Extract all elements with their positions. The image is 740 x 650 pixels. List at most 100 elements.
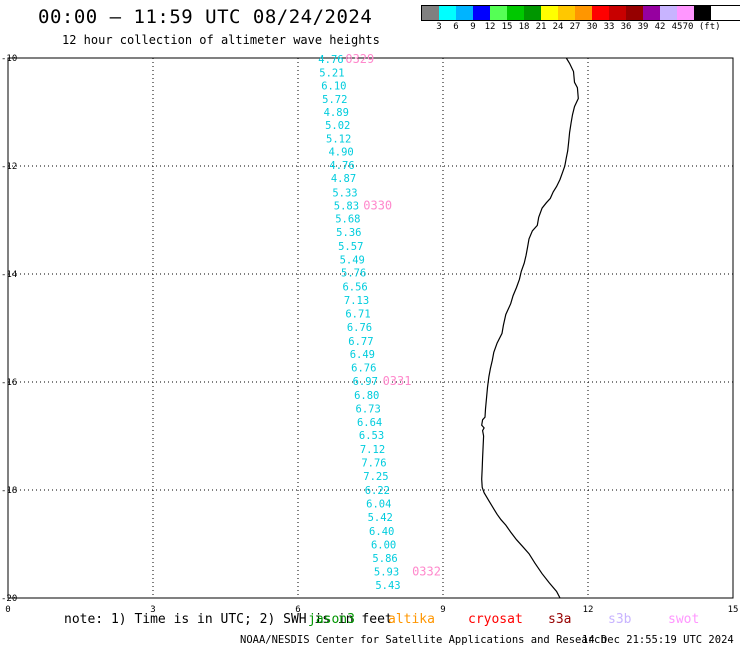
x-tick-label: 9 <box>440 605 445 615</box>
x-tick-label: 0 <box>5 605 10 615</box>
legend-tick-label: 36 <box>620 22 632 32</box>
x-tick-label: 15 <box>728 605 739 615</box>
y-tick-label: -20 <box>1 594 17 604</box>
pass-time-label: 0332 <box>412 565 441 579</box>
wave-height-value: 4.89 <box>324 107 349 119</box>
legend-swatch <box>592 6 609 20</box>
credit-line: NOAA/NESDIS Center for Satellite Applica… <box>240 634 607 646</box>
legend-swatch <box>507 6 524 20</box>
coastline <box>481 57 579 599</box>
pass-time-labels: 0329 0330 0331 0332 <box>345 52 441 578</box>
legend-tick-label: 24 <box>552 22 564 32</box>
legend-tick-label: 9 <box>470 22 476 32</box>
chart-title: 00:00 – 11:59 UTC 08/24/2024 <box>38 6 373 28</box>
wave-height-value: 6.53 <box>359 430 384 442</box>
legend-swatch <box>677 6 694 20</box>
legend-color-bar <box>421 5 740 21</box>
y-tick-label: -14 <box>1 270 17 280</box>
wave-height-value: 5.72 <box>322 94 347 106</box>
legend-tick-labels: 3 6 9 12 15 18 21 24 27 30 33 36 39 42 45 70 (ft) <box>421 21 740 35</box>
wave-height-value: 6.04 <box>366 499 391 511</box>
satellite-label-jason3: jason3 <box>308 612 355 627</box>
wave-height-value: 6.10 <box>321 81 346 93</box>
wave-height-value: 5.36 <box>336 227 361 239</box>
legend-swatch <box>558 6 575 20</box>
wave-height-value: 6.71 <box>345 308 370 320</box>
wave-height-value: 4.76 <box>329 160 354 172</box>
legend-swatch <box>439 6 456 20</box>
legend-tick-label: 3 <box>436 22 442 32</box>
chart-subtitle: 12 hour collection of altimeter wave hei… <box>62 33 380 47</box>
legend-tick-label: 42 <box>654 22 666 32</box>
wave-height-value: 4.76 <box>318 54 343 66</box>
legend-swatch <box>694 6 711 20</box>
y-tick-label: -18 <box>1 486 17 496</box>
x-tick-label: 6 <box>295 605 300 615</box>
legend-swatch <box>609 6 626 20</box>
wave-height-value: 6.22 <box>365 485 390 497</box>
y-tick-label: -12 <box>1 162 17 172</box>
legend-tick-label: 27 <box>569 22 581 32</box>
map-axis-labels: 0 3 6 9 12 15 -10 -12 -14 -16 -18 -20 <box>1 54 738 615</box>
wave-height-value: 4.87 <box>331 173 356 185</box>
wave-height-value: 5.86 <box>372 553 397 565</box>
wave-height-value: 6.49 <box>350 349 375 361</box>
legend-tick-label: 12 <box>484 22 496 32</box>
wave-height-value: 6.73 <box>356 403 381 415</box>
generated-timestamp: 14 Dec 21:55:19 UTC 2024 <box>582 634 734 646</box>
legend-swatch <box>643 6 660 20</box>
legend-swatch <box>473 6 490 20</box>
legend-tick-label: 33 <box>603 22 615 32</box>
legend-swatch <box>660 6 677 20</box>
pass-time-label: 0330 <box>363 198 392 212</box>
wave-height-value: 7.76 <box>361 457 386 469</box>
wave-height-value: 5.43 <box>375 580 400 592</box>
wave-height-value: 6.80 <box>354 390 379 402</box>
legend-tick-label: 70 (ft) <box>682 22 721 32</box>
satellite-label-swot: swot <box>668 612 700 627</box>
wave-height-value: 5.33 <box>332 187 357 199</box>
wave-height-value: 6.76 <box>351 362 376 374</box>
legend-tick-label: 18 <box>518 22 530 32</box>
legend-tick-label: 30 <box>586 22 598 32</box>
wave-height-value: 5.83 <box>334 200 359 212</box>
legend-tick-label: 39 <box>637 22 649 32</box>
wave-height-value: 7.25 <box>363 471 388 483</box>
satellite-label-s3b: s3b <box>608 612 632 627</box>
x-tick-label: 3 <box>150 605 155 615</box>
satellite-label-s3a: s3a <box>548 612 572 627</box>
y-tick-label: -16 <box>1 378 17 388</box>
wave-height-value: 5.49 <box>340 254 365 266</box>
wave-height-value: 6.56 <box>342 281 367 293</box>
legend-tick-label: 15 <box>501 22 513 32</box>
wave-height-value: 5.21 <box>319 68 344 80</box>
wave-height-value: 6.40 <box>369 526 394 538</box>
wave-height-value: 7.12 <box>360 444 385 456</box>
footnote: note: 1) Time is in UTC; 2) SWH is in fe… <box>64 612 393 627</box>
legend-swatch <box>541 6 558 20</box>
wave-height-value: 6.00 <box>371 540 396 552</box>
y-tick-label: -10 <box>1 54 17 64</box>
legend-swatch <box>422 6 439 20</box>
satellite-label-altika: altika <box>388 612 435 627</box>
satellite-label-cryosat: cryosat <box>468 612 523 627</box>
wave-height-value: 6.77 <box>348 336 373 348</box>
wave-height-value: 5.76 <box>341 267 366 279</box>
wave-height-value: 5.12 <box>326 133 351 145</box>
legend-swatch <box>490 6 507 20</box>
legend-tick-label: 6 <box>453 22 459 32</box>
wave-height-value: 6.97 <box>353 376 378 388</box>
pass-time-label: 0331 <box>383 374 412 388</box>
legend-swatch <box>524 6 541 20</box>
wave-height-value: 5.02 <box>325 120 350 132</box>
wave-height-value: 7.13 <box>344 295 369 307</box>
wave-height-value: 5.57 <box>338 241 363 253</box>
wave-height-value: 5.68 <box>335 213 360 225</box>
wave-height-value: 6.76 <box>347 322 372 334</box>
legend-swatch <box>456 6 473 20</box>
legend-swatch <box>575 6 592 20</box>
pass-time-label: 0329 <box>345 52 374 66</box>
wave-height-legend: 3 6 9 12 15 18 21 24 27 30 33 36 39 42 45 70 (ft) <box>421 5 740 35</box>
map-grid <box>8 58 733 598</box>
